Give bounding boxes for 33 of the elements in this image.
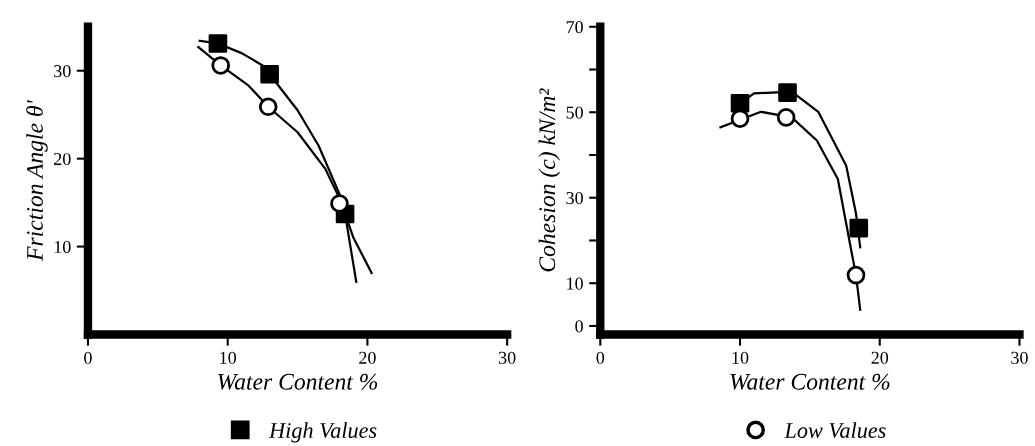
point: [258, 97, 278, 117]
y-tick-label: 10: [567, 277, 583, 290]
point: [730, 93, 750, 113]
point: [849, 218, 869, 238]
point: [330, 194, 349, 213]
y-axis-title: Friction Angle θ': [26, 100, 48, 261]
point: [846, 265, 866, 285]
point: [211, 56, 231, 75]
x-tick-label: 10: [732, 351, 749, 364]
y-tick-label: 10: [54, 240, 71, 254]
x-tick-label: 10: [220, 351, 237, 364]
point: [778, 83, 797, 102]
legend-label: Low Values: [784, 422, 886, 439]
x-tick-label: 30: [498, 351, 516, 364]
x-tick-label: 20: [871, 351, 889, 364]
x-tick-label: 20: [359, 351, 376, 364]
y-tick-label: 70: [566, 21, 583, 34]
x-tick-label: 0: [596, 351, 605, 364]
point: [776, 108, 796, 127]
x-axis-title: Water Content %: [218, 373, 378, 390]
y-tick-label: 30: [54, 64, 71, 78]
y-tick-label: 0: [575, 320, 583, 333]
x-tick-label: 30: [1011, 351, 1028, 364]
y-tick-label: 50: [566, 106, 583, 119]
y-tick-label: 30: [566, 191, 583, 205]
legend-label: High Values: [268, 422, 377, 443]
point: [208, 34, 228, 53]
point: [260, 64, 279, 84]
y-tick-label: 20: [54, 152, 71, 166]
point: [730, 109, 750, 128]
x-tick-label: 0: [84, 351, 92, 364]
y-axis-title: Cohesion (c) kN/m²: [538, 88, 561, 272]
x-axis-title: Water Content %: [730, 373, 890, 390]
